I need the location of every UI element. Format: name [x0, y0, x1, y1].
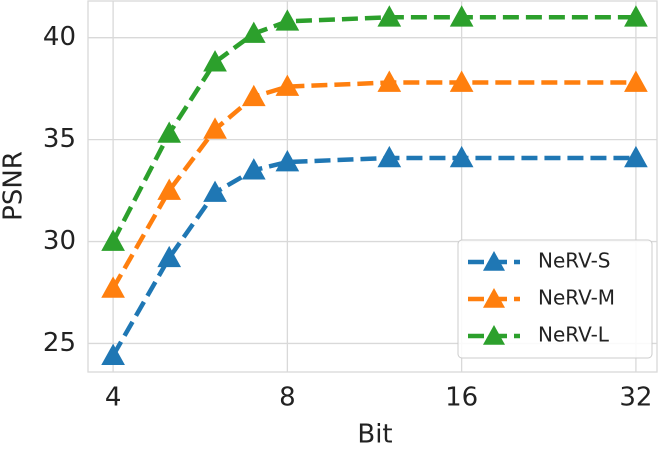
y-tick-label: 30 [43, 226, 76, 256]
x-tick-label: 4 [105, 383, 122, 413]
point-marker [624, 5, 648, 27]
x-axis-label: Bit [357, 420, 392, 450]
point-marker [101, 276, 125, 298]
legend-box [457, 239, 653, 359]
point-marker [449, 70, 474, 92]
y-axis-label: PSNR [0, 151, 29, 221]
y-tick-label: 35 [43, 124, 76, 154]
point-marker [157, 178, 182, 200]
y-tick-label: 25 [43, 328, 76, 358]
point-marker [275, 74, 300, 96]
series-line [111, 80, 636, 290]
point-marker [241, 21, 266, 43]
y-tick-label: 40 [43, 22, 76, 52]
legend: NeRV-S NeRV-M NeRV-L [457, 239, 653, 359]
point-marker [203, 50, 227, 72]
series-line [111, 155, 636, 357]
legend-marker [483, 325, 505, 345]
point-marker [377, 70, 402, 92]
x-tick-label: 8 [279, 383, 296, 413]
point-marker [101, 229, 125, 251]
point-marker [203, 180, 227, 202]
point-marker [203, 117, 227, 139]
point-marker [624, 70, 648, 92]
legend-marker [483, 288, 505, 308]
legend-label: NeRV-L [538, 323, 610, 347]
point-marker [157, 121, 182, 143]
point-marker [449, 145, 474, 168]
plot-frame [87, 0, 658, 373]
point-marker [624, 145, 648, 168]
point-marker [241, 158, 266, 180]
legend-label: NeRV-M [538, 286, 615, 310]
point-marker [275, 9, 300, 31]
series-line [111, 15, 636, 243]
legend-marker [483, 251, 505, 271]
point-marker [377, 145, 402, 168]
x-tick-label: 16 [445, 383, 478, 413]
point-marker [275, 150, 300, 172]
point-marker [101, 343, 125, 365]
point-marker [377, 5, 402, 27]
point-marker [449, 5, 474, 27]
legend-label: NeRV-S [538, 249, 611, 273]
point-marker [157, 245, 182, 268]
x-tick-label: 32 [619, 383, 652, 413]
point-marker [241, 84, 266, 107]
